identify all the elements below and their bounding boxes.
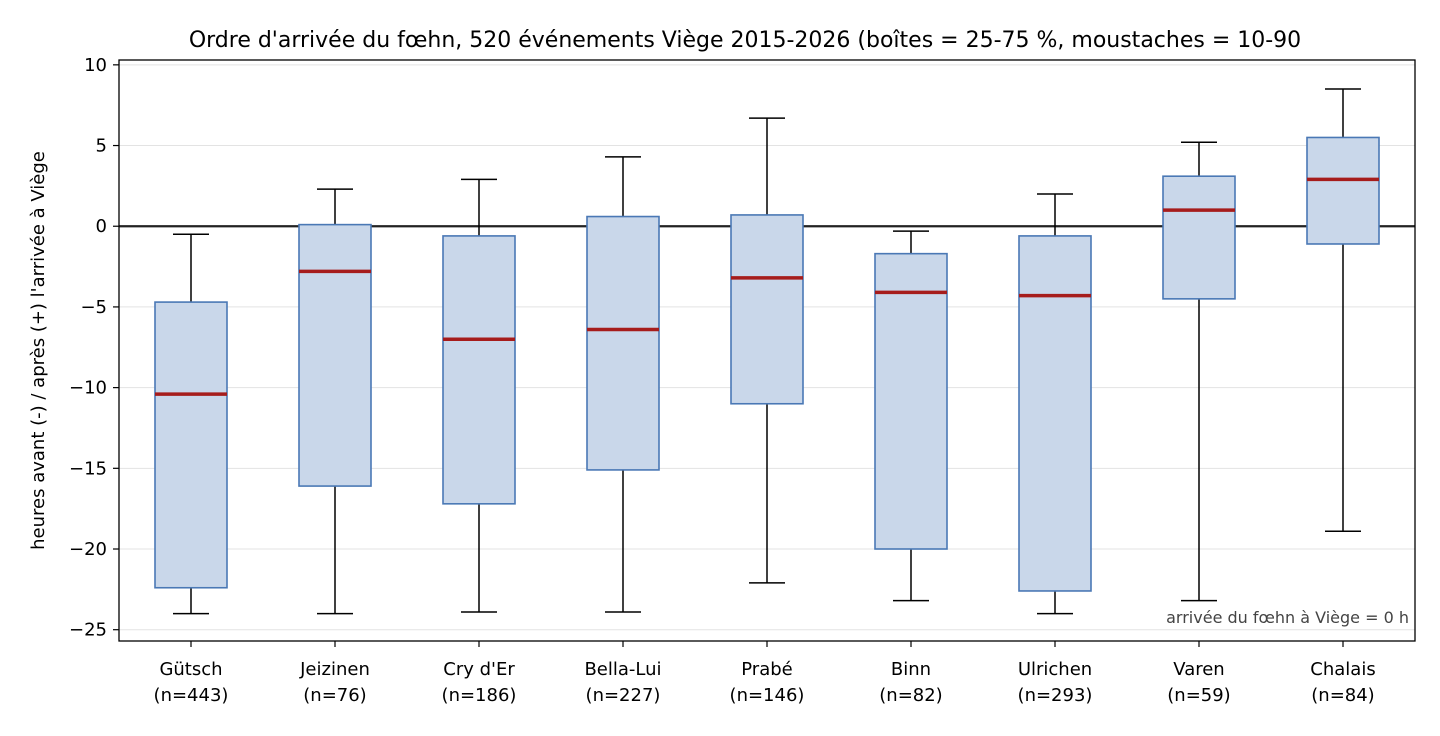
x-tick-label-station: Binn	[891, 659, 931, 680]
y-tick-label: −10	[69, 378, 107, 399]
chart-title: Ordre d'arrivée du fœhn, 520 événements …	[189, 28, 1301, 53]
iqr-box	[586, 215, 660, 471]
x-tick-label-station: Jeizinen	[299, 659, 370, 680]
plot-frame	[118, 59, 1416, 642]
y-tick-label: 5	[96, 136, 107, 157]
y-tick-label: −5	[80, 297, 107, 318]
x-axis: Gütsch (n=443) Jeizinen (n=76) Cry d'Er (n=18…	[154, 641, 1376, 706]
x-tick-label-station: Prabé	[741, 659, 792, 680]
iqr-box	[298, 223, 372, 487]
box-0	[154, 233, 228, 615]
x-tick-label-station: Cry d'Er	[443, 659, 515, 680]
box-8	[1306, 88, 1380, 533]
x-tick-label-station: Chalais	[1310, 659, 1375, 680]
x-tick-label-station: Bella-Lui	[584, 659, 661, 680]
iqr-box	[874, 252, 948, 550]
box-group	[154, 88, 1380, 615]
iqr-box	[442, 235, 516, 505]
iqr-box	[1162, 175, 1236, 300]
iqr-box	[1306, 136, 1380, 245]
y-tick-label: −15	[69, 458, 107, 479]
x-tick-label-station: Varen	[1173, 659, 1224, 680]
box-4	[730, 117, 804, 584]
box-6	[1018, 193, 1092, 615]
box-3	[586, 156, 660, 613]
zero-line-annotation: arrivée du fœhn à Viège = 0 h	[1166, 608, 1409, 627]
y-tick-label: −25	[69, 620, 107, 641]
x-tick-label-station: Ulrichen	[1018, 659, 1092, 680]
x-tick-label-count: (n=76)	[303, 685, 366, 706]
y-tick-label: 10	[84, 55, 107, 76]
x-tick-label-count: (n=59)	[1167, 685, 1230, 706]
iqr-box	[154, 301, 228, 589]
box-7	[1162, 141, 1236, 602]
box-2	[442, 178, 516, 613]
iqr-box	[730, 214, 804, 405]
box-5	[874, 230, 948, 602]
x-tick-label-count: (n=186)	[442, 685, 517, 706]
y-axis-label: heures avant (-) / après (+) l'arrivée à…	[28, 151, 49, 550]
x-tick-label-count: (n=443)	[154, 685, 229, 706]
x-tick-label-count: (n=84)	[1311, 685, 1374, 706]
x-tick-label-count: (n=227)	[586, 685, 661, 706]
y-tick-label: −20	[69, 539, 107, 560]
x-tick-label-count: (n=82)	[879, 685, 942, 706]
x-tick-label-station: Gütsch	[159, 659, 222, 680]
x-tick-label-count: (n=146)	[730, 685, 805, 706]
iqr-box	[1018, 235, 1092, 592]
y-axis: 10 5 0 −5 −10 −15 −20 −25	[69, 55, 119, 641]
x-tick-label-count: (n=293)	[1018, 685, 1093, 706]
y-tick-label: 0	[96, 216, 107, 237]
box-1	[298, 188, 372, 615]
